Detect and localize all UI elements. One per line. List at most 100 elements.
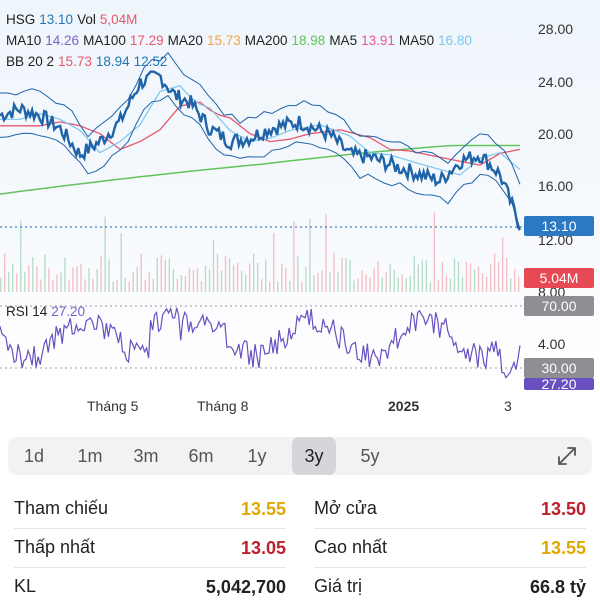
ma200-line <box>0 144 520 195</box>
stock-chart[interactable]: HSG 13.10 Vol 5,04M MA10 14.26 MA100 17.29 MA20… <box>0 0 600 390</box>
volume-bar <box>28 264 30 292</box>
volume-bar <box>301 281 303 292</box>
chart-canvas[interactable] <box>0 0 600 390</box>
volume-bar <box>269 281 271 292</box>
volume-bar <box>228 258 231 292</box>
legend-item: MA10 <box>6 33 42 48</box>
volume-bar <box>120 233 122 292</box>
stat-label-cao-nhat: Cao nhất <box>314 537 388 557</box>
volume-bar <box>236 263 239 292</box>
volume-bar <box>96 269 98 292</box>
volume-bar <box>341 257 343 292</box>
volume-bar <box>373 267 375 292</box>
volume-bar <box>517 276 520 292</box>
volume-bar <box>293 221 295 292</box>
tab-1m[interactable]: 1m <box>77 446 103 466</box>
stat-value-cao-nhat: 13.55 <box>540 538 586 558</box>
tab-6m[interactable]: 6m <box>188 446 214 466</box>
stat-value-tham-chieu: 13.55 <box>240 499 286 519</box>
volume-bar <box>409 276 411 292</box>
volume-bar <box>313 275 315 292</box>
volume-bar <box>389 263 391 292</box>
volume-bar <box>128 281 130 292</box>
legend-item: 12.52 <box>133 54 168 69</box>
volume-bar <box>164 259 167 292</box>
stat-label-mo-cua: Mở cửa <box>314 498 377 518</box>
stat-value-mo-cua: 13.50 <box>540 499 586 519</box>
volume-bar <box>365 274 367 292</box>
volume-bar <box>277 281 279 292</box>
volume-bar <box>48 268 50 292</box>
volume-bar <box>80 264 82 292</box>
stat-label-gia-tri: Giá trị <box>314 576 363 596</box>
divider <box>314 528 586 529</box>
legend-item: 18.94 <box>95 54 130 69</box>
vol-value: 5,04M <box>99 12 138 27</box>
x-label-2025: 2025 <box>388 398 420 414</box>
ma50-line <box>0 85 521 176</box>
volume-bar <box>44 254 46 292</box>
volume-bar <box>309 218 311 292</box>
legend-item: MA5 <box>329 33 358 48</box>
stat-value-gia-tri: 66.8 tỷ <box>529 577 586 597</box>
bollinger-lower <box>0 94 521 229</box>
legend-rsi: RSI 14 27.20 <box>6 304 89 319</box>
legend-item: 16.80 <box>438 33 472 48</box>
volume-bar <box>461 277 464 292</box>
legend-item: 27.20 <box>51 304 86 319</box>
volume-bar <box>52 279 54 292</box>
volume-bar <box>285 267 287 292</box>
volume-bar <box>457 261 460 292</box>
volume-bar <box>196 268 199 292</box>
volume-bar <box>433 212 436 292</box>
volume-bar <box>16 273 18 292</box>
volume-bar <box>184 275 187 292</box>
volume-bar <box>240 270 243 292</box>
volume-bar <box>192 270 195 292</box>
price-tick: 24.00 <box>538 74 574 90</box>
rsi-value-tag: 27.20 <box>524 378 594 390</box>
legend-item: 15.73 <box>206 33 241 48</box>
volume-bar <box>493 253 496 292</box>
volume-bar <box>244 274 247 292</box>
ticker-label: HSG <box>6 12 36 27</box>
volume-bar <box>485 276 488 292</box>
price-tick: 4.00 <box>538 336 566 352</box>
volume-bar <box>92 279 94 292</box>
expand-icon[interactable] <box>556 445 578 467</box>
rsi-30-tag: 30.00 <box>524 358 594 378</box>
divider <box>14 567 286 568</box>
volume-bar <box>509 278 512 292</box>
volume-bar <box>465 261 468 292</box>
volume-tag: 5.04M <box>524 268 594 288</box>
tab-1d[interactable]: 1d <box>23 446 45 466</box>
rsi-line <box>0 306 521 379</box>
bollinger-upper <box>0 52 521 185</box>
volume-bar <box>224 255 227 292</box>
divider <box>314 567 586 568</box>
volume-bar <box>297 255 299 292</box>
tab-5y[interactable]: 5y <box>360 446 380 466</box>
tab-3m[interactable]: 3m <box>133 446 159 466</box>
volume-bar <box>469 263 472 292</box>
volume-bar <box>349 259 351 292</box>
volume-bar <box>140 253 142 292</box>
volume-bar <box>405 278 407 292</box>
volume-bar <box>148 272 150 292</box>
legend-line-2: MA10 14.26 MA100 17.29 MA20 15.73 MA200 18.98 MA… <box>6 33 476 48</box>
volume-bar <box>24 271 26 292</box>
legend-item: MA100 <box>83 33 126 48</box>
vol-label: Vol <box>77 12 96 27</box>
volume-bar <box>317 273 319 292</box>
volume-bar <box>477 266 480 292</box>
volume-bar <box>481 273 484 292</box>
tab-3y[interactable]: 3y <box>292 437 336 475</box>
volume-bar <box>273 233 275 292</box>
volume-bar <box>100 255 102 292</box>
volume-bar <box>501 237 504 292</box>
volume-bar <box>168 258 171 292</box>
volume-bar <box>20 220 22 292</box>
tab-1y[interactable]: 1y <box>247 446 267 466</box>
x-label-thang-8: Tháng 8 <box>197 398 249 414</box>
volume-bar <box>369 277 371 292</box>
